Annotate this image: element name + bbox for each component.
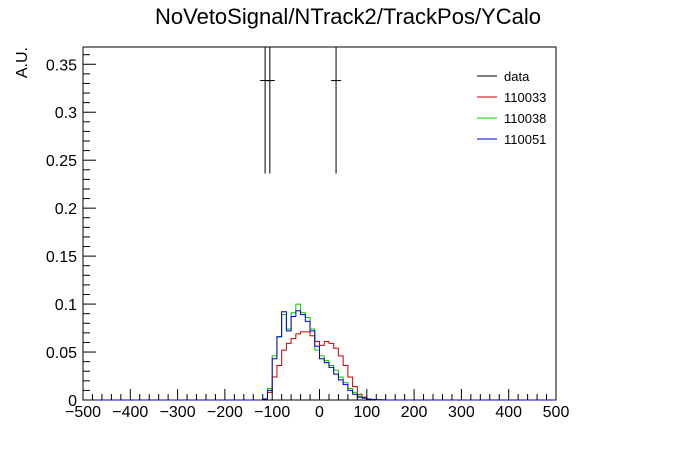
legend: data 110033 110038 110051 bbox=[477, 69, 546, 147]
x-tick-label: 100 bbox=[353, 404, 380, 421]
legend-label-data: data bbox=[504, 69, 530, 84]
series-110051-step-line bbox=[83, 310, 556, 401]
y-tick-label: 0.25 bbox=[46, 153, 77, 170]
series-group bbox=[83, 47, 556, 401]
y-tick-label: 0.1 bbox=[55, 297, 77, 314]
y-tick-label: 0 bbox=[68, 393, 77, 410]
chart-title: NoVetoSignal/NTrack2/TrackPos/YCalo bbox=[155, 4, 541, 29]
x-tick-label: 0 bbox=[315, 404, 324, 421]
y-tick-label: 0.35 bbox=[46, 57, 77, 74]
axes: −500 −400 −300 −200 −100 0 100 200 300 400 500 0 0.0… bbox=[46, 54, 570, 421]
x-tick-label: −500 bbox=[65, 404, 101, 421]
x-tick-label: 300 bbox=[448, 404, 475, 421]
x-tick-label: 400 bbox=[495, 404, 522, 421]
y-tick-label: 0.3 bbox=[55, 105, 77, 122]
y-tick-label: 0.05 bbox=[46, 345, 77, 362]
x-tick-label: 200 bbox=[401, 404, 428, 421]
legend-label-110038: 110038 bbox=[504, 111, 546, 126]
y-tick-label: 0.15 bbox=[46, 249, 77, 266]
x-tick-label: 500 bbox=[543, 404, 570, 421]
x-tick-label: −200 bbox=[207, 404, 243, 421]
x-tick-label: −400 bbox=[112, 404, 148, 421]
y-axis-label: A.U. bbox=[14, 47, 31, 78]
x-tick-label: −300 bbox=[160, 404, 196, 421]
legend-label-110033: 110033 bbox=[504, 90, 546, 105]
legend-label-110051: 110051 bbox=[504, 132, 546, 147]
y-tick-label: 0.2 bbox=[55, 201, 77, 218]
x-tick-label: −100 bbox=[254, 404, 290, 421]
